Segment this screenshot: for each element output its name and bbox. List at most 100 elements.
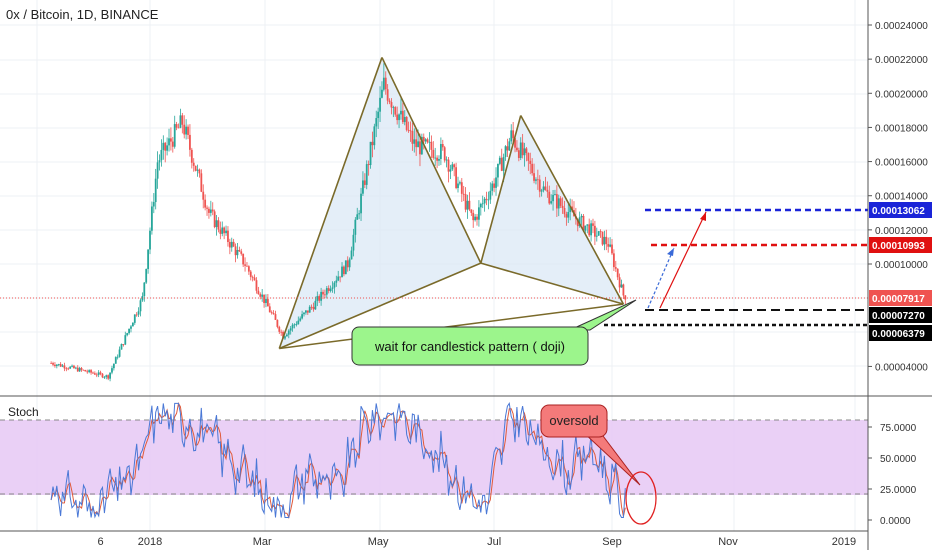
candle-body (202, 191, 205, 200)
candle-body (329, 288, 332, 291)
candle-body (312, 306, 315, 310)
candle-body (392, 107, 395, 108)
candle-body (183, 124, 186, 135)
price-tag-box (869, 307, 932, 323)
candle-body (613, 253, 615, 268)
candle-body (592, 223, 594, 226)
candle-body (234, 246, 237, 256)
candle-body (305, 310, 307, 313)
candle-body (86, 371, 89, 373)
candle-body (506, 146, 509, 151)
candle-body (175, 124, 178, 128)
candle-body (259, 294, 262, 297)
candle-body (538, 179, 541, 192)
candle-body (55, 364, 58, 367)
candle-body (71, 365, 73, 367)
pattern-leg-xa (278, 57, 383, 349)
candle-body (614, 267, 617, 269)
candle-body (476, 216, 478, 220)
candle-body (310, 306, 313, 308)
candle-body (542, 186, 545, 191)
candle-body (436, 157, 438, 161)
candle-body (54, 364, 56, 367)
price-tick-label: 0.00010000 (875, 260, 928, 271)
candle-body (599, 231, 602, 233)
pattern-triangle-bcd (480, 115, 624, 305)
candle-body (333, 282, 336, 288)
price-tag-label: 0.00006379 (872, 329, 925, 340)
candle-body (409, 130, 412, 132)
projection-arrow-red (659, 211, 707, 309)
candle-body (544, 186, 547, 190)
time-tick-label: 2019 (832, 536, 856, 548)
candle-body (365, 164, 368, 185)
candle-body (384, 77, 387, 90)
candle-body (208, 208, 210, 213)
candle-body (445, 159, 448, 161)
candle-body (308, 306, 311, 313)
candle-body (189, 134, 191, 150)
candle-body (428, 141, 431, 143)
candle-body (595, 235, 598, 237)
stoch-title: Stoch (8, 405, 39, 419)
candle-body (266, 298, 269, 307)
pattern-leg-xd (279, 303, 624, 350)
wait-callout-text: wait for candlestick pattern ( doji) (374, 339, 565, 354)
candle-body (358, 213, 361, 215)
oversold-box (540, 404, 608, 438)
candle-body (59, 364, 62, 367)
candle-body (168, 138, 170, 146)
candle-body (497, 163, 499, 178)
candle-body (363, 180, 366, 185)
candle-body (514, 138, 516, 148)
candle-body (124, 335, 127, 345)
price-tags: 0.00013062 0.00010993 0.00007917 0.00007270… (869, 202, 932, 341)
candle-body (137, 311, 140, 315)
candle-body (605, 236, 608, 245)
candle-body (126, 333, 129, 336)
candle-body (381, 89, 383, 98)
candle-body (546, 189, 549, 192)
pattern-leg-ab (381, 57, 482, 264)
pattern-leg-cd (520, 115, 625, 305)
candle-body (249, 271, 252, 277)
price-tag-label: 0.00007917 (872, 294, 925, 305)
candle-body (242, 253, 245, 265)
candle-body (244, 264, 246, 266)
candle-body (491, 183, 494, 191)
price-tick-label: 0.00012000 (875, 226, 928, 237)
candle-body (371, 141, 374, 146)
candle-body (582, 215, 585, 231)
price-tick-label: 0.00020000 (875, 89, 928, 100)
candle-body (130, 326, 132, 329)
oversold-text: oversold (549, 413, 598, 428)
stoch-tick-label: 50.0000 (880, 454, 917, 465)
candle-body (481, 203, 484, 205)
time-tick-label: Nov (718, 536, 738, 548)
candle-body (95, 374, 98, 376)
candle-body (57, 364, 60, 365)
candle-body (131, 322, 134, 327)
candle-body (204, 199, 207, 208)
arrowhead-blue (667, 248, 674, 256)
candle-body (360, 193, 362, 214)
candle-body (295, 324, 298, 325)
candle-body (122, 344, 125, 345)
candle-body (348, 259, 351, 268)
candle-body (344, 260, 347, 275)
candle-body (225, 230, 227, 234)
candle-body (301, 314, 303, 319)
candle-body (367, 164, 370, 166)
candle-body (128, 328, 130, 334)
candle-body (61, 365, 64, 367)
candle-body (417, 141, 419, 148)
candle-body (525, 148, 528, 154)
candle-body (593, 225, 596, 237)
candle-body (156, 162, 159, 179)
candle-body (322, 291, 324, 295)
price-tag-box (869, 290, 932, 306)
candle-body (439, 144, 442, 159)
candle-body (118, 349, 121, 357)
candle-body (441, 144, 444, 148)
candle-body (228, 241, 231, 248)
